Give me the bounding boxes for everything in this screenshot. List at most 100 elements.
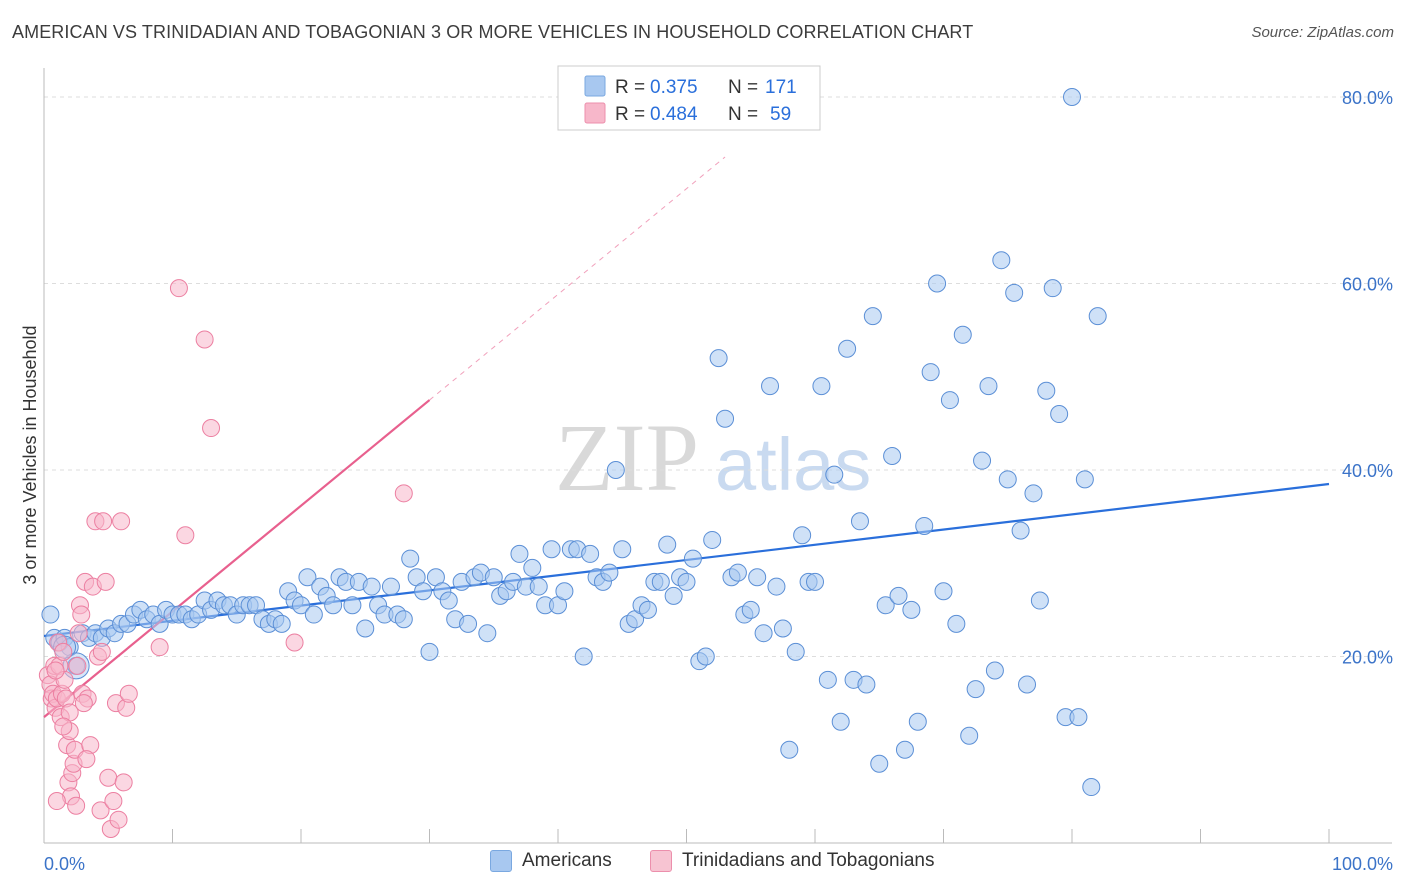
point-americans <box>439 591 458 610</box>
point-americans <box>651 572 670 591</box>
point-americans <box>960 726 979 745</box>
point-americans <box>420 642 439 661</box>
point-americans <box>272 614 291 633</box>
point-americans <box>806 572 824 591</box>
point-americans <box>928 274 947 293</box>
point-americans <box>324 596 343 615</box>
point-americans <box>921 363 940 382</box>
point-americans <box>773 619 792 638</box>
source-label: Source: ZipAtlas.com <box>1251 24 1394 41</box>
point-trinidadians <box>150 638 169 657</box>
point-americans <box>741 600 760 619</box>
point-americans <box>863 307 882 326</box>
y-axis-label: 3 or more Vehicles in Household <box>20 325 40 584</box>
tick-labels: 20.0% 40.0% 60.0% 80.0% 0.0% 100.0% <box>44 88 1393 874</box>
legend-r-value-1: 0.375 <box>650 77 698 98</box>
point-americans <box>542 540 561 559</box>
point-trinidadians <box>54 717 73 736</box>
point-americans <box>947 614 966 633</box>
point-americans <box>812 377 831 396</box>
point-americans <box>401 549 420 568</box>
legend-swatch-trinidadians <box>650 850 672 872</box>
legend-r-label-1: R = <box>615 77 645 98</box>
point-trinidadians <box>72 605 91 624</box>
point-americans <box>908 712 927 731</box>
point-americans <box>831 712 850 731</box>
point-americans <box>394 610 413 629</box>
point-americans <box>895 740 914 759</box>
point-trinidadians <box>67 796 86 815</box>
point-americans <box>857 675 876 694</box>
point-trinidadians <box>112 512 131 531</box>
point-americans <box>356 619 375 638</box>
legend-label-trinidadians: Trinidadians and Tobagonians <box>682 850 935 871</box>
point-americans <box>825 465 844 484</box>
trend-line-trinidadians <box>43 399 431 718</box>
point-americans <box>1069 708 1088 727</box>
point-americans <box>818 670 837 689</box>
point-trinidadians <box>54 642 73 661</box>
point-trinidadians <box>69 624 88 643</box>
point-trinidadians <box>109 810 128 829</box>
watermark-zip: ZIP <box>555 404 699 511</box>
point-americans <box>1030 591 1049 610</box>
point-americans <box>606 461 625 479</box>
y-tick-label: 20.0% <box>1342 648 1393 668</box>
legend-item-trinidadians: Trinidadians and Tobagonians <box>650 850 934 872</box>
point-trinidadians <box>114 773 133 792</box>
point-americans <box>1018 675 1037 694</box>
point-trinidadians <box>94 512 113 531</box>
point-americans <box>780 740 799 759</box>
point-americans <box>902 600 921 619</box>
point-americans <box>638 600 657 619</box>
point-americans <box>992 251 1011 270</box>
point-trinidadians <box>68 656 87 675</box>
point-americans <box>979 377 998 396</box>
point-americans <box>786 642 805 661</box>
point-americans <box>555 582 574 601</box>
legend-label-americans: Americans <box>522 850 612 871</box>
point-americans <box>664 586 683 605</box>
point-americans <box>709 349 728 368</box>
point-americans <box>973 451 992 470</box>
y-tick-label: 80.0% <box>1342 88 1393 108</box>
point-trinidadians <box>91 801 110 820</box>
point-trinidadians <box>99 768 118 787</box>
point-americans <box>966 680 985 699</box>
point-americans <box>677 572 696 591</box>
point-americans <box>298 568 317 587</box>
legend-swatch-pink <box>584 102 606 124</box>
x-tick-label-max: 100.0% <box>1332 854 1393 874</box>
point-trinidadians <box>285 633 304 652</box>
legend-swatch-americans <box>490 850 512 872</box>
point-americans <box>838 339 857 358</box>
point-trinidadians <box>195 330 214 349</box>
point-americans <box>459 614 478 633</box>
point-americans <box>716 409 735 428</box>
point-americans <box>574 647 593 666</box>
point-americans <box>381 577 400 596</box>
point-americans <box>41 605 60 624</box>
point-americans <box>523 558 542 577</box>
point-americans <box>1011 521 1030 540</box>
point-americans <box>683 549 702 568</box>
point-americans <box>889 586 908 605</box>
y-tick-label: 40.0% <box>1342 461 1393 481</box>
series-trinidadians <box>38 279 413 839</box>
point-americans <box>703 530 722 549</box>
point-americans <box>767 577 786 596</box>
point-americans <box>600 563 619 582</box>
point-americans <box>658 535 677 554</box>
point-trinidadians <box>119 684 138 703</box>
point-trinidadians <box>176 526 195 545</box>
point-americans <box>1024 484 1043 503</box>
y-tick-label: 60.0% <box>1342 275 1393 295</box>
point-americans <box>761 377 780 396</box>
point-americans <box>1050 405 1069 424</box>
legend-n-value-1: 171 <box>765 77 797 98</box>
bottom-legend: Americans Trinidadians and Tobagonians <box>0 850 1406 880</box>
point-americans <box>1088 307 1107 326</box>
point-americans <box>529 577 548 596</box>
point-trinidadians <box>92 642 111 661</box>
series-americans <box>41 88 1107 797</box>
